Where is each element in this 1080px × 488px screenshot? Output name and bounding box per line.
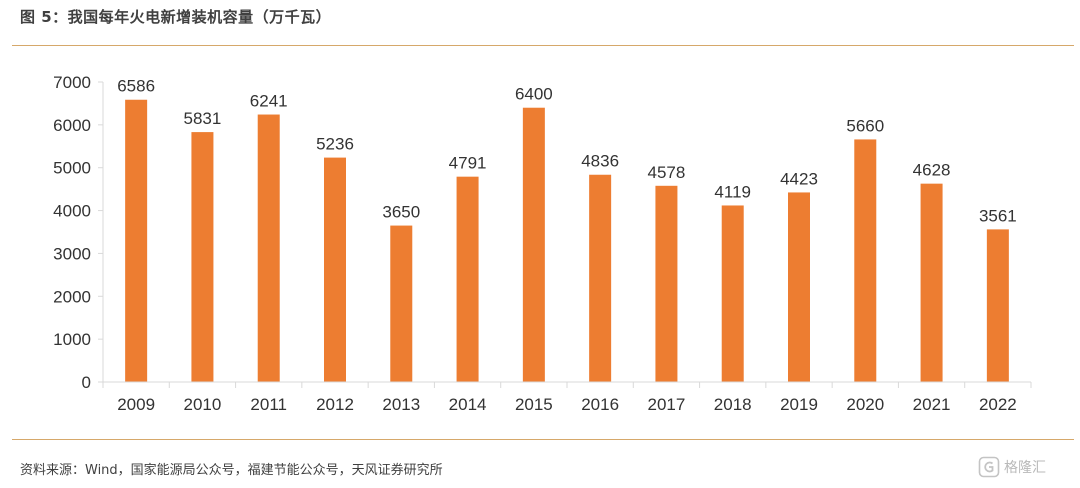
- x-tick-label: 2017: [648, 395, 686, 414]
- bar: [589, 175, 611, 382]
- bar-value-label: 5236: [316, 135, 354, 154]
- y-tick-label: 3000: [53, 244, 91, 263]
- y-tick-label: 5000: [53, 159, 91, 178]
- x-tick-label: 2018: [714, 395, 752, 414]
- bar-value-label: 6586: [117, 77, 155, 96]
- y-tick-label: 6000: [53, 116, 91, 135]
- y-tick-label: 2000: [53, 287, 91, 306]
- x-tick-label: 2015: [515, 395, 553, 414]
- x-axis: 2009 2010 2011 2012 2013 2014 2015 2016 2017 2018…: [103, 382, 1031, 414]
- x-tick-label: 2009: [117, 395, 155, 414]
- watermark: 格隆汇: [978, 456, 1046, 478]
- bar: [921, 184, 943, 382]
- bar-value-label: 4423: [780, 169, 818, 188]
- bar-value-label: 5831: [184, 109, 222, 128]
- chart-title: 图 5：我国每年火电新增装机容量（万千瓦）: [20, 6, 331, 27]
- x-tick-label: 2010: [184, 395, 222, 414]
- x-tick-label: 2016: [581, 395, 619, 414]
- bar: [457, 177, 479, 382]
- x-tick-label: 2012: [316, 395, 354, 414]
- watermark-text: 格隆汇: [1004, 457, 1046, 477]
- top-divider: [12, 45, 1074, 46]
- bar-chart: 0 1000 2000 3000 4000 5000 6000 7000 6586 5831 62…: [0, 60, 1080, 430]
- x-tick-label: 2022: [979, 395, 1017, 414]
- bar: [788, 192, 810, 382]
- bar-value-label: 5660: [846, 116, 884, 135]
- x-tick-label: 2014: [449, 395, 487, 414]
- bar: [655, 186, 677, 382]
- bar: [324, 158, 346, 382]
- bar-value-label: 3561: [979, 206, 1017, 225]
- bar-value-label: 6400: [515, 85, 553, 104]
- y-tick-label: 4000: [53, 202, 91, 221]
- y-axis: 0 1000 2000 3000 4000 5000 6000 7000: [53, 73, 103, 392]
- bar-value-label: 4791: [449, 154, 487, 173]
- bar: [191, 132, 213, 382]
- x-tick-label: 2020: [846, 395, 884, 414]
- bar-value-label: 6241: [250, 92, 288, 111]
- x-tick-label: 2011: [250, 395, 287, 414]
- source-note: 资料来源：Wind，国家能源局公众号，福建节能公众号，天风证券研究所: [20, 459, 443, 478]
- bar: [523, 108, 545, 382]
- bar-value-label: 4836: [581, 152, 619, 171]
- y-tick-label: 7000: [53, 73, 91, 92]
- bar: [722, 205, 744, 382]
- x-tick-label: 2021: [913, 395, 951, 414]
- y-tick-label: 0: [82, 373, 91, 392]
- bar-value-label: 4578: [648, 163, 686, 182]
- x-tick-label: 2013: [382, 395, 420, 414]
- bar-value-label: 4119: [714, 182, 751, 201]
- bar: [258, 115, 280, 382]
- bar-value-label: 3650: [382, 203, 420, 222]
- y-tick-label: 1000: [53, 330, 91, 349]
- bar: [987, 229, 1009, 382]
- watermark-logo-icon: [978, 456, 1000, 478]
- bar: [854, 139, 876, 382]
- bar-value-label: 4628: [913, 161, 951, 180]
- bar-series: 6586 5831 6241 5236 3650 4791 6400 4836 4578 4119…: [117, 77, 1017, 382]
- bottom-divider: [12, 439, 1074, 440]
- x-tick-label: 2019: [780, 395, 818, 414]
- bar: [390, 226, 412, 382]
- bar: [125, 100, 147, 382]
